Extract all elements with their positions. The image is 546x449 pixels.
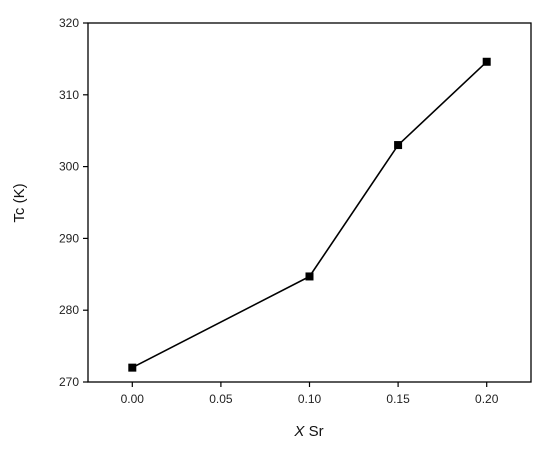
y-tick-label: 270 — [59, 375, 79, 389]
y-tick-label: 310 — [59, 88, 79, 102]
plot-frame — [87, 22, 532, 383]
y-axis-label: Tc (K) — [11, 183, 28, 222]
y-tick-label: 300 — [59, 160, 79, 174]
data-point — [128, 363, 137, 372]
data-point — [305, 272, 314, 281]
y-axis: 270 280 290 300 310 320 — [59, 16, 88, 389]
series-line — [131, 61, 488, 369]
series-layer — [128, 57, 491, 372]
x-tick-label: 0.20 — [475, 392, 499, 406]
x-tick-label: 0.05 — [209, 392, 233, 406]
y-tick-label: 320 — [59, 16, 79, 30]
x-axis: 0.00 0.05 0.10 0.15 0.20 — [121, 382, 499, 406]
x-axis-label: X Sr — [293, 423, 323, 440]
data-point — [482, 57, 491, 66]
x-tick-label: 0.10 — [298, 392, 322, 406]
x-tick-label: 0.15 — [386, 392, 410, 406]
x-tick-label: 0.00 — [121, 392, 145, 406]
y-tick-label: 290 — [59, 231, 79, 245]
data-point — [394, 141, 403, 150]
x-axis-label-rest: Sr — [304, 423, 323, 440]
x-axis-label-var: X — [293, 423, 305, 440]
y-tick-label: 280 — [59, 303, 79, 317]
